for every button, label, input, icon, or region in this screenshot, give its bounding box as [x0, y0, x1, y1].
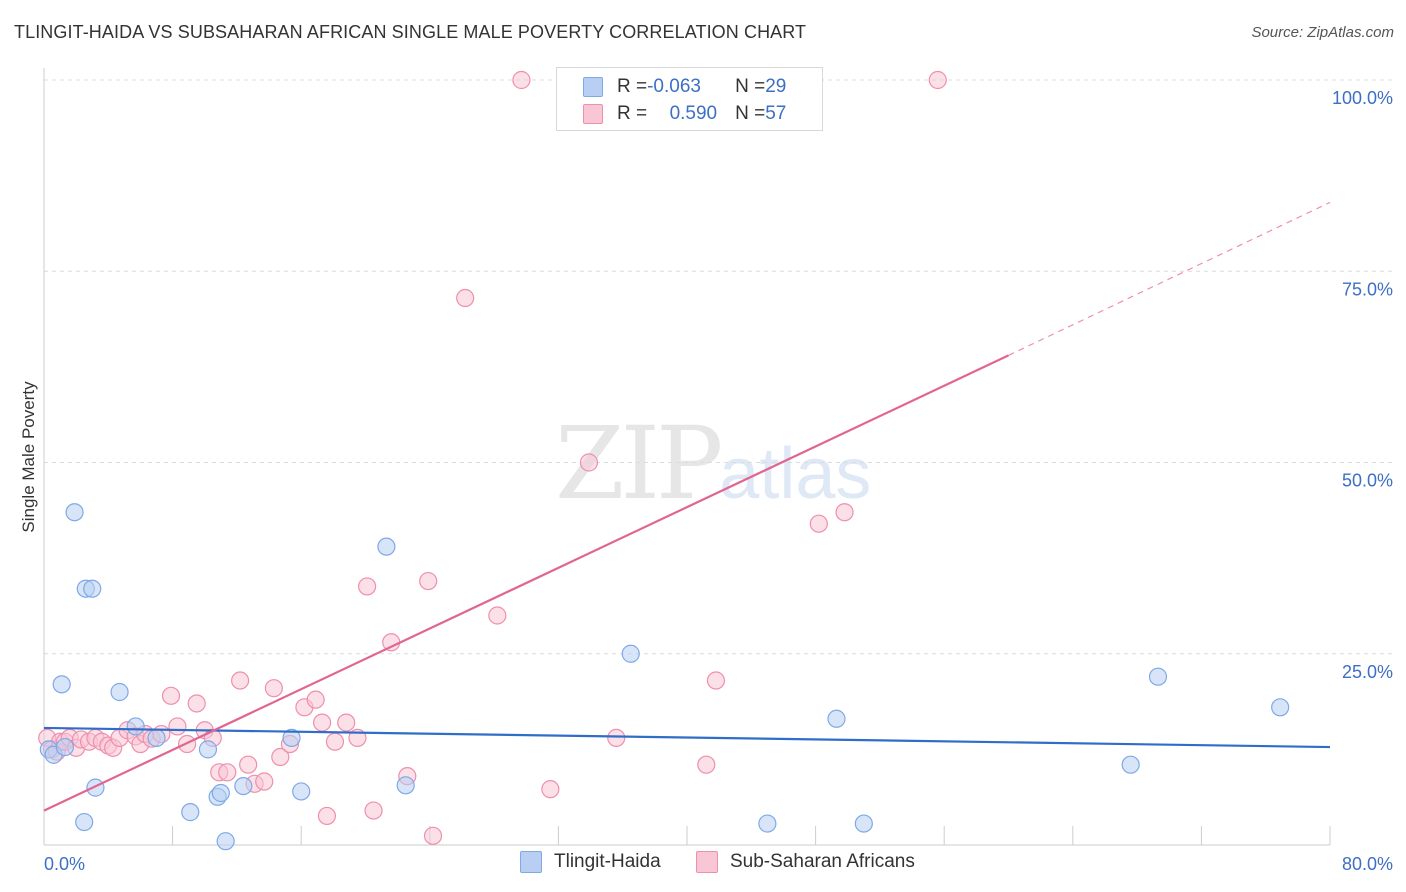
legend-row-subsaharan: R = 0.590 N = 57: [583, 102, 786, 126]
subsaharan-point: [271, 747, 290, 767]
x-tick-label: 80.0%: [1342, 854, 1393, 874]
subsaharan-trend-line: [43, 354, 1009, 812]
tlingit-point: [282, 728, 301, 748]
legend-swatch-pink: [583, 104, 603, 124]
series-swatch-pink: [696, 851, 718, 873]
subsaharan-point: [161, 686, 181, 705]
subsaharan-point: [325, 732, 345, 751]
tlingit-point: [377, 537, 396, 556]
legend-row-tlingit: R = -0.063 N = 29: [583, 75, 786, 99]
subsaharan-point: [928, 70, 947, 90]
subsaharan-point: [488, 606, 507, 625]
series-legend-tlingit[interactable]: Tlingit-Haida: [520, 851, 661, 873]
series-swatch-blue: [520, 851, 542, 873]
tlingit-point: [211, 783, 230, 803]
tlingit-point: [55, 737, 74, 757]
y-tick-label: 50.0%: [1342, 471, 1393, 491]
tlingit-point: [827, 709, 846, 728]
subsaharan-point: [255, 772, 274, 791]
tlingit-point: [181, 803, 200, 822]
legend-n-value: 57: [765, 103, 787, 124]
subsaharan-point: [512, 70, 531, 90]
subsaharan-point: [706, 671, 726, 690]
subsaharan-point: [541, 780, 560, 799]
y-tick-label: 25.0%: [1342, 662, 1393, 682]
tlingit-point: [292, 782, 311, 801]
subsaharan-point: [358, 577, 377, 596]
subsaharan-point: [168, 717, 187, 736]
subsaharan-trend-extension: [1008, 201, 1331, 356]
subsaharan-point: [187, 694, 206, 713]
tlingit-point: [1121, 755, 1140, 774]
legend-r-value: -0.063: [647, 76, 701, 97]
legend-n-label: N =: [735, 76, 766, 97]
tlingit-point: [234, 776, 253, 796]
subsaharan-point: [697, 755, 716, 774]
legend-n-label: N =: [735, 103, 766, 124]
tlingit-point: [1271, 698, 1290, 717]
subsaharan-point: [607, 728, 626, 748]
tlingit-point: [83, 579, 102, 598]
subsaharan-point: [835, 503, 854, 522]
subsaharan-point: [317, 806, 337, 826]
series-legend-subsaharan[interactable]: Sub-Saharan Africans: [696, 851, 915, 873]
tlingit-point: [396, 776, 415, 795]
correlation-legend: R = -0.063 N = 29 R = 0.590 N = 57: [556, 67, 823, 131]
y-tick-label: 75.0%: [1342, 279, 1393, 299]
series-legend-label: Tlingit-Haida: [554, 851, 661, 872]
tlingit-point: [758, 814, 777, 833]
tlingit-trend-line: [43, 726, 1331, 749]
series-legend: Tlingit-Haida Sub-Saharan Africans: [0, 851, 1406, 877]
subsaharan-point: [231, 671, 250, 690]
tlingit-point: [216, 832, 235, 851]
subsaharan-point: [382, 633, 401, 652]
y-tick-label: 100.0%: [1332, 88, 1393, 108]
legend-r-value: 0.590: [669, 103, 718, 124]
subsaharan-point: [337, 713, 356, 732]
subsaharan-point: [809, 514, 828, 533]
tlingit-point: [110, 682, 129, 702]
chart-title: TLINGIT-HAIDA VS SUBSAHARAN AFRICAN SING…: [14, 22, 807, 42]
subsaharan-point: [364, 801, 383, 820]
subsaharan-point: [419, 571, 438, 591]
tlingit-point: [86, 778, 105, 797]
subsaharan-point: [456, 288, 475, 308]
legend-r-label: R =: [617, 103, 648, 124]
tlingit-point: [52, 675, 71, 694]
legend-n-value: 29: [765, 76, 787, 97]
subsaharan-point: [306, 690, 325, 709]
subsaharan-point: [239, 755, 258, 774]
y-axis-label: Single Male Poverty: [19, 381, 38, 533]
legend-r-label: R =: [617, 76, 648, 97]
tlingit-point: [621, 644, 640, 663]
source-label: Source: ZipAtlas.com: [1251, 24, 1394, 41]
x-tick-label: 0.0%: [44, 854, 85, 874]
subsaharan-point: [423, 826, 443, 845]
tlingit-point: [75, 812, 94, 832]
legend-swatch-blue: [583, 77, 603, 97]
series-legend-label: Sub-Saharan Africans: [730, 851, 915, 872]
tlingit-point: [854, 814, 873, 833]
subsaharan-point: [312, 713, 332, 732]
tlingit-point: [198, 740, 218, 759]
watermark-atlas: atlas: [719, 434, 872, 514]
tlingit-point: [126, 717, 145, 736]
tlingit-point: [147, 728, 166, 748]
subsaharan-point: [264, 679, 283, 698]
tlingit-point: [1148, 667, 1168, 686]
subsaharan-point: [579, 453, 599, 472]
tlingit-point: [65, 503, 84, 522]
subsaharan-point: [218, 763, 237, 782]
